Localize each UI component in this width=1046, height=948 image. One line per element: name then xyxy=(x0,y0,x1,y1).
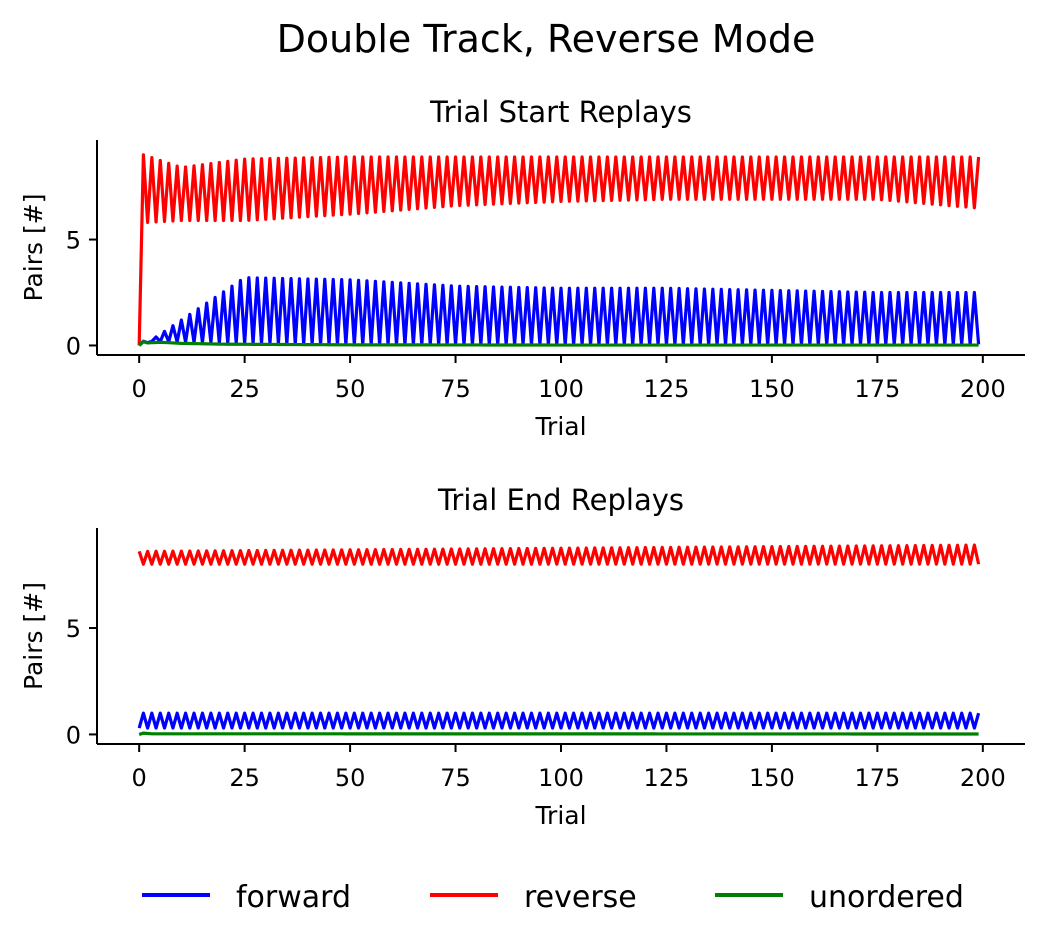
x-tick-label: 150 xyxy=(749,375,795,403)
series-line-forward xyxy=(138,276,981,347)
x-tick-label: 125 xyxy=(644,375,690,403)
y-tick-label: 0 xyxy=(66,332,81,360)
figure-title: Double Track, Reverse Mode xyxy=(277,17,816,61)
legend-item-forward: forward xyxy=(142,880,351,915)
x-tick-label: 50 xyxy=(335,375,366,403)
y-axis-label: Pairs [#] xyxy=(19,582,48,690)
x-tick-label: 25 xyxy=(229,375,260,403)
x-tick-label: 0 xyxy=(132,764,147,792)
y-tick-label: 5 xyxy=(66,227,81,255)
panel-2: Trial End Replays 0 25 50 75 100 125 150 175 200 0… xyxy=(19,483,1025,830)
series-line-unordered xyxy=(138,731,979,736)
x-tick-label: 100 xyxy=(538,764,584,792)
x-tick-label: 175 xyxy=(854,764,900,792)
legend-label: forward xyxy=(236,880,351,915)
x-tick-label: 200 xyxy=(960,375,1006,403)
legend-label: reverse xyxy=(524,880,637,915)
series-line-unordered xyxy=(138,340,979,347)
x-tick-label: 0 xyxy=(132,375,147,403)
x-axis-label: Trial xyxy=(534,412,586,441)
x-tick-label: 50 xyxy=(335,764,366,792)
legend-label: unordered xyxy=(809,880,964,915)
y-tick-label: 5 xyxy=(66,615,81,643)
x-tick-label: 100 xyxy=(538,375,584,403)
x-axis-label: Trial xyxy=(534,801,586,830)
y-tick-label: 0 xyxy=(66,721,81,749)
legend-item-unordered: unordered xyxy=(715,880,964,915)
x-tick-label: 25 xyxy=(229,764,260,792)
panel-title: Trial Start Replays xyxy=(429,95,692,129)
x-tick-label: 75 xyxy=(440,375,471,403)
x-tick-label: 150 xyxy=(749,764,795,792)
legend: forward reverse unordered xyxy=(142,880,964,915)
x-tick-label: 200 xyxy=(960,764,1006,792)
series-line-reverse xyxy=(137,153,981,346)
legend-item-reverse: reverse xyxy=(430,880,637,915)
x-tick-label: 125 xyxy=(644,764,690,792)
series-line-forward xyxy=(137,711,981,730)
y-axis-label: Pairs [#] xyxy=(19,194,48,302)
series-line-reverse xyxy=(137,543,981,566)
x-tick-label: 75 xyxy=(440,764,471,792)
panel-title: Trial End Replays xyxy=(437,483,684,517)
x-tick-label: 175 xyxy=(854,375,900,403)
